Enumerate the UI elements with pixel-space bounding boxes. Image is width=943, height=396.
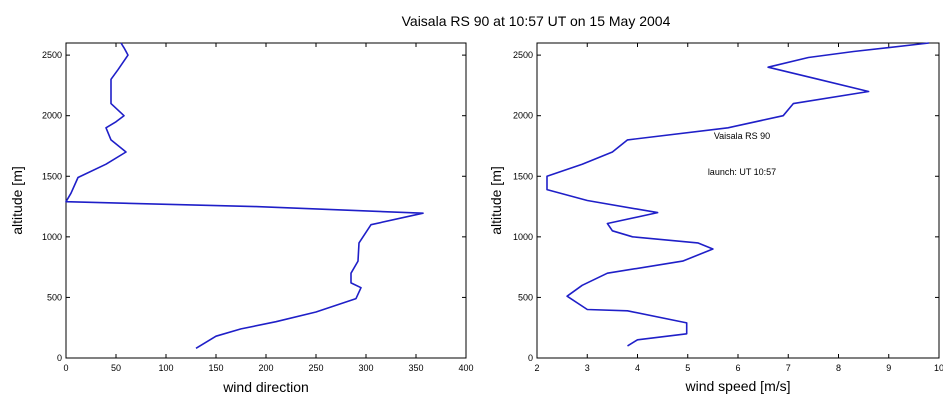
x-tick-label: 3 [585,363,590,373]
x-tick-label: 250 [308,363,323,373]
series-line [546,42,930,347]
series-line [65,42,424,349]
wind-speed-panel: 2 3 4 5 6 7 8 9 10 0 500 1000 1500 2000 2500 wind speed… [488,42,943,394]
y-tick-label: 2500 [42,50,62,60]
x-tick-label: 2 [534,363,539,373]
x-tick-label: 300 [358,363,373,373]
wind-direction-panel: 0 50 100 150 200 250 300 350 400 0 500 1000 1500 2000… [9,42,474,395]
y-tick-label: 0 [528,353,533,363]
x-tick-label: 8 [836,363,841,373]
y-tick-label: 0 [57,353,62,363]
figure-title: Vaisala RS 90 at 10:57 UT on 15 May 2004 [402,13,671,29]
x-axis-label: wind direction [222,379,309,395]
x-tick-label: 4 [635,363,640,373]
chart-annotation: launch: UT 10:57 [708,167,776,177]
y-tick-label: 500 [518,292,533,302]
y-tick-label: 2000 [42,111,62,121]
x-tick-label: 350 [408,363,423,373]
x-axis-label: wind speed [m/s] [684,378,790,394]
x-tick-label: 50 [111,363,121,373]
x-tick-label: 6 [735,363,740,373]
x-tick-label: 100 [158,363,173,373]
x-tick-label: 200 [258,363,273,373]
y-tick-label: 2000 [513,111,533,121]
y-tick-label: 1000 [513,232,533,242]
y-axis-label: altitude [m] [488,166,504,234]
plot-frame [65,42,467,359]
x-tick-label: 9 [886,363,891,373]
x-tick-label: 7 [786,363,791,373]
y-tick-label: 2500 [513,50,533,60]
y-tick-label: 1500 [42,171,62,181]
y-axis-label: altitude [m] [9,166,25,234]
y-tick-label: 1500 [513,171,533,181]
x-tick-label: 5 [685,363,690,373]
y-tick-label: 500 [47,292,62,302]
plot-frame [536,42,940,359]
x-tick-label: 400 [458,363,473,373]
x-tick-label: 10 [934,363,943,373]
x-tick-label: 0 [63,363,68,373]
y-tick-label: 1000 [42,232,62,242]
x-tick-label: 150 [208,363,223,373]
chart-annotation: Vaisala RS 90 [714,131,770,141]
